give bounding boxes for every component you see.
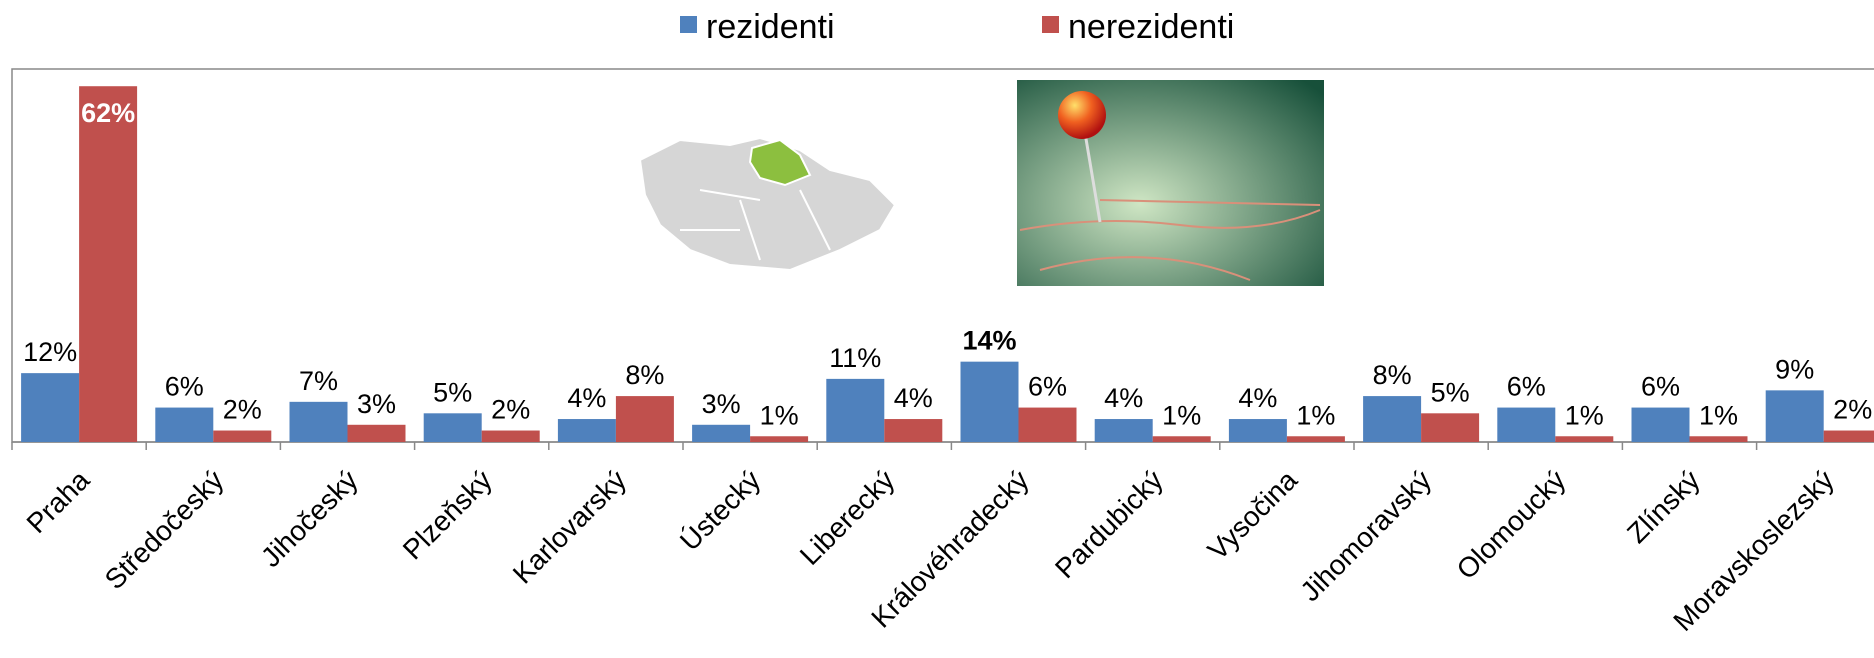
data-label: 3% [702,389,741,419]
x-tick-label: Pardubický [1049,464,1169,584]
data-label: 1% [1296,400,1335,430]
legend-label: nerezidenti [1068,8,1234,46]
data-label: 6% [165,372,204,402]
data-label: 4% [1238,383,1277,413]
data-label: 2% [1833,395,1872,425]
data-label: 9% [1775,354,1814,384]
bar [347,424,406,442]
bar [1823,430,1874,442]
legend-label: rezidenti [706,8,835,46]
data-label: 1% [1699,400,1738,430]
x-tick-label: Praha [21,464,96,539]
bar [1631,407,1690,442]
data-label: 6% [1507,372,1546,402]
bar [155,407,214,442]
bar [1094,419,1153,442]
legend-swatch [680,16,697,33]
data-label: 5% [433,377,472,407]
bar [1497,407,1556,442]
data-label: 1% [1565,400,1604,430]
bar [1555,436,1614,442]
data-label: 2% [491,395,530,425]
bar [79,86,138,442]
x-tick-label: Liberecký [794,464,901,571]
x-tick-label: Karlovarský [507,464,632,589]
data-label: 7% [299,366,338,396]
bar [557,419,616,442]
bar [750,436,809,442]
bar [21,373,80,442]
bar [213,430,272,442]
x-tick-label: Jihomoravský [1294,464,1437,607]
map-picture [638,136,897,272]
data-label: 14% [962,326,1016,356]
bar [1228,419,1287,442]
x-tick-label: Olomoucký [1451,464,1572,585]
bar [1018,407,1077,442]
data-label: 6% [1641,372,1680,402]
data-label: 11% [829,343,881,373]
plot-frame [11,68,1874,443]
bar [1286,436,1345,442]
data-label: 8% [625,360,664,390]
bar [1689,436,1748,442]
data-label: 5% [1431,377,1470,407]
data-label: 2% [223,395,262,425]
bar [1363,396,1422,442]
x-tick-label: Středočeský [99,464,230,595]
bar [826,378,885,442]
bar [1421,413,1480,442]
bar [423,413,482,442]
bar [960,361,1019,442]
x-tick-label: Ústecký [674,464,766,556]
data-label: 8% [1373,360,1412,390]
data-label: 4% [894,383,933,413]
data-label: 3% [357,389,396,419]
x-tick-label: Jihočeský [255,464,364,573]
bar [615,396,674,442]
data-label: 1% [1162,400,1201,430]
x-tick-label: Plzeňský [397,464,498,565]
legend-swatch [1042,16,1059,33]
x-tick-label: Zlínský [1621,464,1706,549]
data-label: 4% [567,383,606,413]
data-label: 4% [1104,383,1143,413]
bar [884,419,943,442]
bar [1765,390,1824,442]
bar [289,401,348,442]
data-label: 6% [1028,372,1067,402]
data-label: 1% [760,400,799,430]
data-label: 12% [23,337,77,367]
x-tick-label: Vysočina [1202,464,1304,566]
bar [1152,436,1211,442]
pin-picture [1017,80,1324,286]
data-label: 62% [81,98,135,128]
bar [481,430,540,442]
bar [692,424,751,442]
